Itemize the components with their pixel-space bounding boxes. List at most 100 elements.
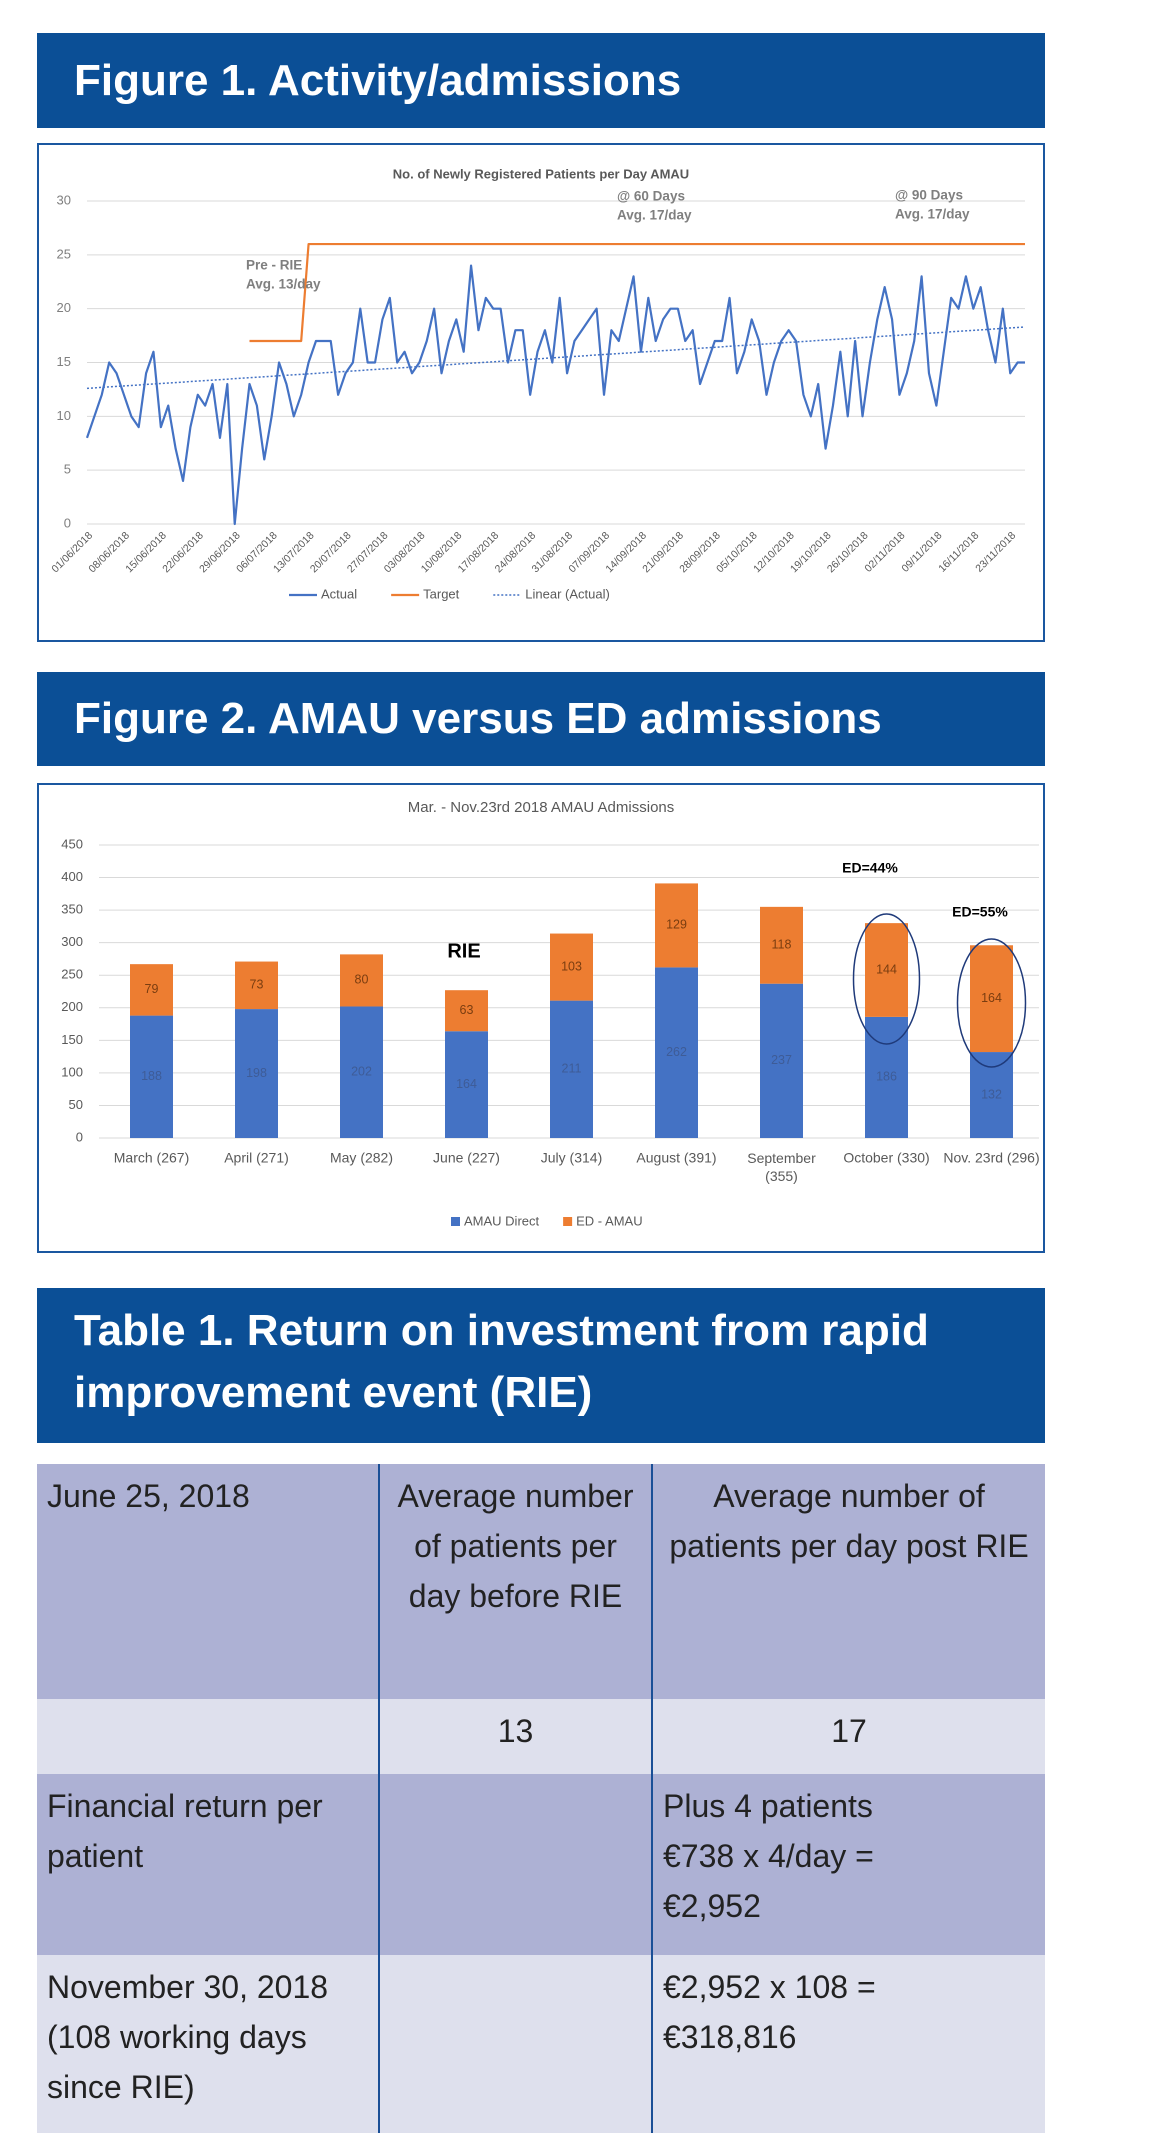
series-line xyxy=(249,242,1025,343)
value-label: 202 xyxy=(351,1065,372,1079)
y-tick-label: 400 xyxy=(61,869,83,884)
value-label: 262 xyxy=(666,1045,687,1059)
cell-line: €2,952 xyxy=(663,1888,761,1924)
table-row: 13 17 xyxy=(37,1699,1045,1774)
annotation: @ 90 Days xyxy=(895,188,963,203)
y-tick-label: 200 xyxy=(61,999,83,1014)
y-tick-label: 450 xyxy=(61,836,83,851)
legend-label: Linear (Actual) xyxy=(525,586,610,601)
annotation: Avg. 17/day xyxy=(895,207,970,222)
legend-label: Target xyxy=(423,586,460,601)
value-label: 144 xyxy=(876,962,897,976)
y-tick-label: 0 xyxy=(64,515,71,530)
table-cell: June 25, 2018 xyxy=(47,1478,250,1514)
legend-swatch xyxy=(451,1217,460,1226)
x-tick-label: September (355) xyxy=(747,1150,816,1184)
y-tick-label: 25 xyxy=(57,246,71,261)
value-label: 237 xyxy=(771,1053,792,1067)
highlight-ellipse xyxy=(852,913,921,1045)
legend-swatch xyxy=(563,1217,573,1226)
bar-segment xyxy=(655,967,698,1138)
y-tick-label: 350 xyxy=(61,902,83,917)
y-tick-label: 30 xyxy=(57,192,71,207)
bar-chart: Mar. - Nov.23rd 2018 AMAU Admissions 0 50 1… xyxy=(61,799,1039,1228)
bar-segment xyxy=(760,983,803,1138)
x-tick-label: August (391) xyxy=(636,1150,716,1166)
legend-label: Actual xyxy=(321,586,357,601)
table: June 25, 2018 Average number of patients … xyxy=(37,1464,1045,2133)
y-tick-label: 10 xyxy=(57,408,71,423)
bar-segment xyxy=(130,1015,173,1138)
bar-segment xyxy=(235,961,278,1010)
annotation: @ 60 Days xyxy=(617,189,685,204)
value-label: 129 xyxy=(666,918,687,932)
chart-title: Mar. - Nov.23rd 2018 AMAU Admissions xyxy=(408,799,675,816)
table-cell: Average number of patients per day befor… xyxy=(378,1464,652,1699)
line-chart: No. of Newly Registered Patients per Day… xyxy=(49,166,1026,601)
annotation: Pre - RIE xyxy=(246,258,302,273)
annotation: Avg. 17/day xyxy=(617,208,692,223)
annotation: RIE xyxy=(447,940,480,962)
value-label: 188 xyxy=(141,1069,162,1083)
table-cell xyxy=(378,1774,652,1955)
value-label: 164 xyxy=(456,1077,477,1091)
figure-box: No. of Newly Registered Patients per Day… xyxy=(37,143,1045,642)
bar-segment xyxy=(760,906,803,984)
label-line: September xyxy=(747,1150,816,1166)
x-tick-label: March (267) xyxy=(114,1150,189,1166)
table-cell: Financial return per patient xyxy=(47,1788,323,1874)
series-line xyxy=(85,264,1025,526)
x-tick-label: October (330) xyxy=(843,1150,929,1166)
annotation: ED=55% xyxy=(952,904,1008,920)
table-cell xyxy=(37,1699,379,1774)
table-cell: Plus 4 patients €738 x 4/day = €2,952 xyxy=(651,1774,1045,1955)
x-tick-label: May (282) xyxy=(330,1150,393,1166)
legend-label: ED - AMAU xyxy=(576,1213,642,1228)
bar-segment xyxy=(550,933,593,1001)
annotation: ED=44% xyxy=(842,860,898,876)
x-tick-label: 23/11/2018 xyxy=(973,529,1018,574)
y-tick-label: 50 xyxy=(69,1097,83,1112)
chart-title: No. of Newly Registered Patients per Day… xyxy=(393,166,689,181)
x-tick-label: April (271) xyxy=(224,1150,289,1166)
y-tick-label: 5 xyxy=(64,462,71,477)
highlight-ellipse xyxy=(956,938,1027,1068)
table-cell: November 30, 2018 (108 working days sinc… xyxy=(47,1969,329,2105)
bar-segment xyxy=(130,964,173,1016)
value-label: 211 xyxy=(562,1062,582,1076)
bar-segment xyxy=(235,1009,278,1138)
figure-heading: Figure 2. AMAU versus ED admissions xyxy=(37,672,1045,766)
y-tick-label: 300 xyxy=(61,934,83,949)
figure-heading: Figure 1. Activity/admissions xyxy=(37,33,1045,128)
bar-segment xyxy=(445,990,488,1032)
value-label: 132 xyxy=(981,1087,1002,1101)
x-tick-label: June (227) xyxy=(433,1150,500,1166)
value-label: 186 xyxy=(876,1070,897,1084)
table-cell: Average number of patients per day post … xyxy=(651,1464,1045,1699)
legend-label: AMAU Direct xyxy=(464,1213,540,1228)
table-row: November 30, 2018 (108 working days sinc… xyxy=(37,1955,1045,2133)
value-label: 198 xyxy=(246,1066,267,1080)
bar-segment xyxy=(340,1006,383,1138)
table-cell xyxy=(378,1955,652,2133)
value-label: 79 xyxy=(145,982,159,996)
annotation: Avg. 13/day xyxy=(246,277,321,292)
value-label: 164 xyxy=(981,991,1002,1005)
bar-segment xyxy=(445,1031,488,1138)
value-label: 63 xyxy=(460,1003,474,1017)
x-tick-label: July (314) xyxy=(541,1150,602,1166)
x-tick-label: Nov. 23rd (296) xyxy=(943,1150,1039,1166)
value-label: 73 xyxy=(250,978,264,992)
value-label: 118 xyxy=(772,938,792,952)
y-tick-label: 15 xyxy=(57,354,71,369)
figure-box: Mar. - Nov.23rd 2018 AMAU Admissions 0 50 1… xyxy=(37,783,1045,1253)
bar-segment xyxy=(865,923,908,1017)
y-tick-label: 150 xyxy=(61,1032,83,1047)
value-label: 80 xyxy=(355,973,369,987)
bar-segment xyxy=(655,883,698,968)
bar-segment xyxy=(340,954,383,1007)
cell-line: €738 x 4/day = xyxy=(663,1838,874,1874)
bar-segment xyxy=(970,945,1013,1053)
y-tick-label: 100 xyxy=(61,1064,83,1079)
